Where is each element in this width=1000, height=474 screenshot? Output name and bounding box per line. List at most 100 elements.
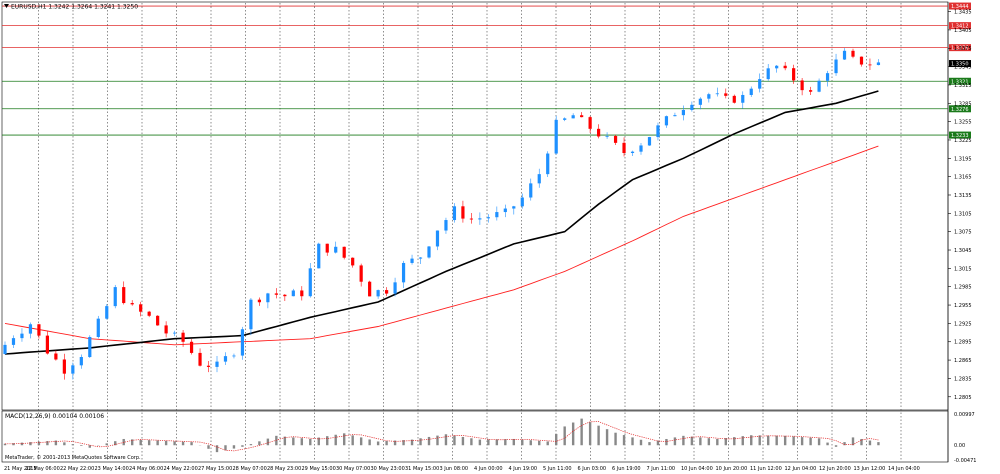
level-tag (949, 60, 971, 68)
candle-body (444, 220, 448, 231)
candle-body (859, 56, 864, 65)
candle-body (800, 80, 804, 91)
level-label: 1.3376 (951, 46, 969, 52)
price-label: 1.3255 (954, 120, 972, 126)
level-tag (949, 77, 971, 85)
candle-body (690, 104, 694, 110)
candle-body (79, 357, 83, 366)
candle-body (537, 174, 541, 184)
macd-panel-frame (1, 410, 949, 463)
horizontal-levels[interactable]: 1.34441.34121.33761.33501.33211.32761.32… (2, 2, 971, 140)
price-scale: 1.34351.34051.33751.33451.33151.32851.32… (948, 10, 972, 401)
candle-body (223, 356, 228, 362)
candle-body (503, 208, 507, 213)
time-label: 27 May 15:00 (198, 466, 232, 472)
candle-body (673, 115, 677, 117)
candle-body (410, 258, 414, 263)
candle-body (105, 306, 109, 319)
candle-body (156, 315, 160, 326)
candle-body (834, 59, 838, 74)
price-label: 1.2925 (954, 321, 972, 327)
candle-body (817, 80, 821, 92)
candle-body (342, 246, 346, 258)
candle-body (520, 197, 524, 207)
time-label: 30 May 23:00 (371, 466, 405, 472)
candle-body (613, 135, 618, 143)
candle-body (876, 62, 881, 66)
candle-body (308, 268, 312, 297)
time-label: 23 May 14:00 (95, 466, 129, 472)
level-label: 1.3350 (951, 62, 969, 68)
copyright-text: MetaTrader, © 2001-2013 MetaQuotes Softw… (5, 454, 141, 461)
candle-body (130, 303, 134, 305)
candle-body (139, 304, 143, 312)
candle-body (452, 206, 457, 221)
candle-body (563, 118, 567, 120)
macd-label: MACD(12,26,9) 0.00104 0.00106 (5, 413, 104, 420)
candlesticks (3, 48, 881, 380)
price-label: 1.3345 (954, 65, 972, 71)
time-label: 11 Jun 12:00 (750, 466, 782, 472)
price-label: 1.3195 (954, 156, 972, 162)
candle-body (766, 68, 770, 80)
main-chart-frame (1, 1, 949, 411)
time-label: 4 Jun 19:00 (509, 466, 538, 472)
candle-body (257, 299, 261, 303)
time-label: 24 May 06:00 (129, 466, 163, 472)
candle-body (707, 94, 711, 99)
candle-body (664, 116, 669, 126)
price-label: 1.2985 (954, 285, 972, 291)
price-label: 1.3405 (954, 28, 972, 34)
candle-body (401, 262, 406, 283)
candle-body (54, 353, 58, 360)
candle-body (20, 333, 24, 339)
candle-body (334, 246, 338, 253)
level-tag (949, 44, 971, 52)
candle-body (283, 294, 287, 297)
candle-body (274, 293, 278, 295)
candle-body (749, 88, 753, 95)
macd-scale-label: 0.00 (954, 443, 965, 449)
candle-body (96, 318, 100, 338)
slow-moving-average-line (4, 145, 879, 346)
candle-body (62, 359, 66, 374)
time-label: 10 Jun 04:00 (681, 466, 713, 472)
candle-body (240, 329, 245, 356)
time-label: 22 May 06:00 (26, 466, 60, 472)
candle-body (435, 230, 440, 247)
candle-body (385, 290, 389, 294)
candle-body (478, 218, 482, 220)
candle-body (368, 281, 372, 297)
candle-body (291, 290, 295, 297)
time-label: 31 May 15:00 (405, 466, 439, 472)
level-tag (949, 2, 971, 10)
time-label: 7 Jun 11:00 (647, 466, 676, 472)
candle-body (418, 257, 423, 259)
chart-title: EURUSD,H1 1.3242 1.3264 1.3241 1.3250 (4, 4, 138, 11)
time-label: 12 Jun 04:00 (785, 466, 817, 472)
candle-body (249, 299, 253, 330)
candle-body (630, 151, 635, 154)
price-label: 1.2835 (954, 376, 972, 382)
price-label: 1.2805 (954, 395, 972, 401)
candle-body (469, 218, 473, 220)
candle-body (647, 137, 652, 146)
candle-body (546, 153, 550, 175)
time-label: 3 Jun 08:00 (440, 466, 469, 472)
candle-body (529, 183, 533, 198)
candle-body (732, 95, 736, 103)
time-label: 12 Jun 20:00 (819, 466, 851, 472)
candle-body (28, 324, 33, 334)
candle-body (639, 145, 643, 152)
candle-body (461, 206, 465, 219)
candle-body (588, 117, 592, 129)
candle-body (486, 217, 490, 219)
candle-body (809, 90, 813, 92)
candle-body (512, 206, 516, 209)
level-label: 1.3233 (951, 133, 969, 139)
candle-body (3, 344, 7, 354)
candle-body (622, 142, 626, 154)
candle-body (215, 361, 219, 367)
